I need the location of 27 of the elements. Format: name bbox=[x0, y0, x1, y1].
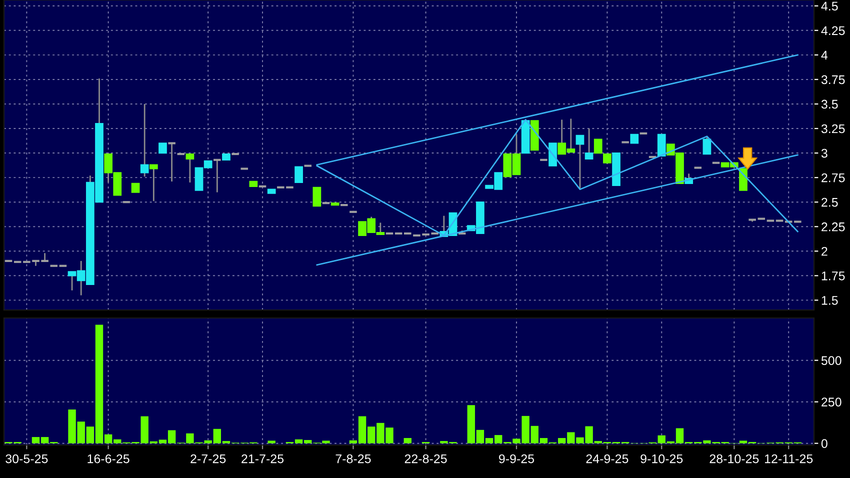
y-tick-label: 0 bbox=[821, 439, 828, 448]
x-tick-label: 2-7-25 bbox=[190, 454, 226, 464]
y-tick-label: 2.75 bbox=[822, 173, 845, 182]
y-tick-label: 3.25 bbox=[821, 124, 845, 134]
y-tick-label: 4.25 bbox=[821, 26, 845, 36]
x-tick-label: 22-8-25 bbox=[404, 454, 447, 464]
x-tick-label: 9-9-25 bbox=[499, 454, 534, 464]
x-tick-label: 24-9-25 bbox=[586, 454, 628, 464]
y-tick-label: 3.5 bbox=[821, 100, 838, 109]
y-tick-label: 250 bbox=[822, 398, 842, 406]
y-tick-label: 500 bbox=[821, 356, 842, 365]
y-tick-label: 2.25 bbox=[822, 222, 845, 232]
x-tick-label: 7-8-25 bbox=[336, 454, 371, 464]
x-tick-label: 30-5-25 bbox=[6, 454, 48, 464]
y-tick-label: 4 bbox=[821, 50, 828, 60]
x-tick-label: 21-7-25 bbox=[242, 454, 284, 464]
y-tick-label: 2.5 bbox=[822, 198, 838, 207]
y-tick-label: 1.75 bbox=[822, 272, 845, 280]
y-tick-label: 2 bbox=[822, 246, 828, 256]
x-tick-label: 28-10-25 bbox=[710, 454, 759, 464]
x-tick-label: 12-11-25 bbox=[765, 454, 813, 464]
y-tick-label: 3 bbox=[821, 148, 828, 158]
y-tick-label: 3.75 bbox=[821, 75, 845, 84]
y-tick-label: 1.5 bbox=[822, 296, 838, 305]
y-tick-label: 4.5 bbox=[821, 2, 838, 11]
x-tick-label: 9-10-25 bbox=[640, 454, 683, 464]
x-tick-label: 16-6-25 bbox=[88, 454, 130, 464]
